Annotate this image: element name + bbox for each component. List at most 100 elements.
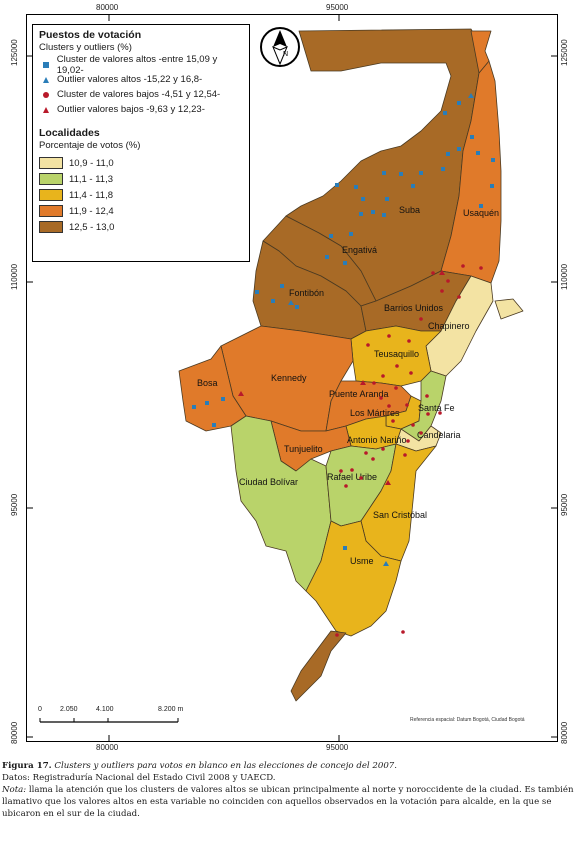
- high-cluster-point[interactable]: [411, 184, 415, 188]
- locality-label-18: Usme: [350, 556, 374, 566]
- high-cluster-point[interactable]: [271, 299, 275, 303]
- low-cluster-point[interactable]: [440, 289, 444, 293]
- low-cluster-point[interactable]: [405, 403, 409, 407]
- locality-label-17: San Cristóbal: [373, 510, 427, 520]
- legend-item-low-cluster: Cluster de valores bajos -4,51 y 12,54-: [39, 87, 243, 102]
- low-cluster-point[interactable]: [407, 339, 411, 343]
- legend-class-3: 11,4 - 11,8: [39, 187, 243, 203]
- high-cluster-point[interactable]: [470, 135, 474, 139]
- locality-labels: Suba Usaquén Engativá Fontibón Barrios Unido…: [197, 205, 499, 566]
- high-outlier-point[interactable]: [288, 300, 294, 305]
- high-outlier-point[interactable]: [383, 561, 389, 566]
- low-cluster-point[interactable]: [403, 453, 407, 457]
- low-cluster-point[interactable]: [406, 439, 410, 443]
- legend-class-5: 12,5 - 13,0: [39, 219, 243, 235]
- low-cluster-point[interactable]: [431, 271, 435, 275]
- high-cluster-point[interactable]: [479, 204, 483, 208]
- high-cluster-point[interactable]: [385, 197, 389, 201]
- high-cluster-point[interactable]: [354, 185, 358, 189]
- high-cluster-point[interactable]: [349, 232, 353, 236]
- high-cluster-point[interactable]: [343, 261, 347, 265]
- high-cluster-point[interactable]: [371, 210, 375, 214]
- low-cluster-point[interactable]: [419, 431, 423, 435]
- low-cluster-point[interactable]: [438, 411, 442, 415]
- low-cluster-point[interactable]: [372, 381, 376, 385]
- high-cluster-point[interactable]: [343, 546, 347, 550]
- low-cluster-point[interactable]: [379, 396, 383, 400]
- high-cluster-point[interactable]: [419, 171, 423, 175]
- locality-label-3: Fontibón: [289, 288, 324, 298]
- high-cluster-point[interactable]: [443, 111, 447, 115]
- locality-label-16: Rafael Uribe: [327, 472, 377, 482]
- low-cluster-point[interactable]: [344, 484, 348, 488]
- high-cluster-point[interactable]: [335, 183, 339, 187]
- high-cluster-point[interactable]: [361, 197, 365, 201]
- high-cluster-point[interactable]: [205, 401, 209, 405]
- high-cluster-point[interactable]: [192, 405, 196, 409]
- low-cluster-point[interactable]: [387, 334, 391, 338]
- locality-label-0: Suba: [399, 205, 420, 215]
- low-cluster-point[interactable]: [335, 633, 339, 637]
- high-cluster-point[interactable]: [476, 151, 480, 155]
- low-cluster-point[interactable]: [461, 264, 465, 268]
- low-cluster-point[interactable]: [425, 394, 429, 398]
- locality-label-4: Barrios Unidos: [384, 303, 444, 313]
- low-cluster-point[interactable]: [457, 295, 461, 299]
- high-cluster-point[interactable]: [441, 167, 445, 171]
- locality-usme[interactable]: [305, 520, 402, 637]
- low-cluster-point[interactable]: [391, 419, 395, 423]
- low-cluster-point[interactable]: [381, 447, 385, 451]
- high-cluster-point[interactable]: [325, 255, 329, 259]
- high-cluster-point[interactable]: [221, 397, 225, 401]
- high-cluster-point[interactable]: [255, 290, 259, 294]
- legend-class-2: 11,1 - 11,3: [39, 171, 243, 187]
- scale-label-0: 0: [38, 706, 42, 713]
- locality-label-15: Ciudad Bolívar: [239, 477, 298, 487]
- low-cluster-point[interactable]: [395, 364, 399, 368]
- low-cluster-point[interactable]: [394, 386, 398, 390]
- high-cluster-point[interactable]: [382, 213, 386, 217]
- high-cluster-point[interactable]: [457, 147, 461, 151]
- locality-usaquen[interactable]: [440, 60, 502, 284]
- high-cluster-point[interactable]: [399, 172, 403, 176]
- low-cluster-point[interactable]: [359, 476, 363, 480]
- low-cluster-point[interactable]: [339, 469, 343, 473]
- high-cluster-point[interactable]: [382, 171, 386, 175]
- locality-label-13: Candelaria: [417, 430, 461, 440]
- locality-label-7: Kennedy: [271, 373, 307, 383]
- low-cluster-point[interactable]: [366, 343, 370, 347]
- low-cluster-point[interactable]: [479, 266, 483, 270]
- low-outlier-point[interactable]: [385, 480, 391, 485]
- high-cluster-point[interactable]: [490, 184, 494, 188]
- high-cluster-point[interactable]: [295, 305, 299, 309]
- low-outlier-point[interactable]: [439, 270, 445, 275]
- low-cluster-point[interactable]: [371, 457, 375, 461]
- low-cluster-point[interactable]: [364, 451, 368, 455]
- tick-left-4: 80000: [10, 721, 19, 744]
- low-cluster-point[interactable]: [426, 412, 430, 416]
- high-cluster-point[interactable]: [457, 101, 461, 105]
- high-outlier-point[interactable]: [468, 93, 474, 98]
- low-cluster-point[interactable]: [409, 371, 413, 375]
- high-cluster-point[interactable]: [280, 284, 284, 288]
- legend-item-low-outlier: Outlier valores bajos -9,63 y 12,23-: [39, 102, 243, 117]
- high-cluster-point[interactable]: [491, 158, 495, 162]
- legend-class-1: 10,9 - 11,0: [39, 155, 243, 171]
- low-cluster-point[interactable]: [401, 630, 405, 634]
- high-cluster-point[interactable]: [446, 152, 450, 156]
- red-triangle-icon: [43, 106, 49, 113]
- low-cluster-point[interactable]: [411, 423, 415, 427]
- locality-usaquen-north: [470, 30, 492, 74]
- locality-label-6: Teusaquillo: [374, 349, 419, 359]
- low-cluster-point[interactable]: [446, 279, 450, 283]
- high-cluster-point[interactable]: [212, 423, 216, 427]
- high-cluster-point[interactable]: [359, 212, 363, 216]
- low-cluster-point[interactable]: [419, 317, 423, 321]
- low-outlier-point[interactable]: [238, 391, 244, 396]
- low-cluster-point[interactable]: [381, 374, 385, 378]
- high-cluster-point[interactable]: [329, 234, 333, 238]
- legend-subtitle-localities: Porcentaje de votos (%): [39, 140, 141, 151]
- low-outlier-point[interactable]: [360, 380, 366, 385]
- low-cluster-point[interactable]: [350, 468, 354, 472]
- low-cluster-point[interactable]: [387, 404, 391, 408]
